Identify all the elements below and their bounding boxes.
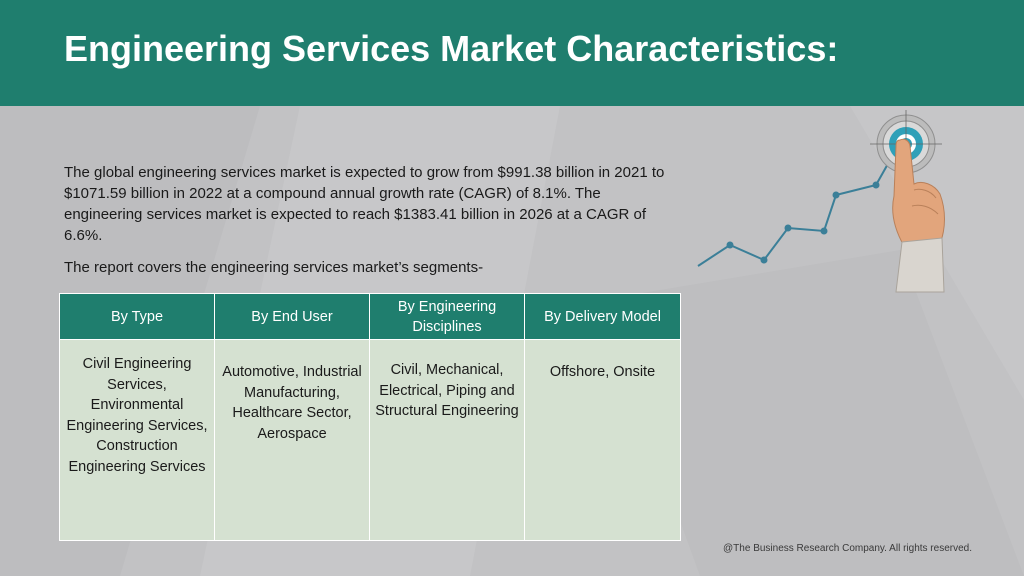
hand-icon: [892, 138, 945, 293]
header-by-type: By Type: [59, 293, 215, 340]
header-by-end-user: By End User: [214, 293, 370, 340]
copyright-footer: @The Business Research Company. All righ…: [723, 543, 972, 554]
cell-delivery-model: Offshore, Onsite: [524, 339, 681, 541]
segments-note: The report covers the engineering servic…: [64, 259, 484, 276]
intro-paragraph: The global engineering services market i…: [64, 164, 665, 244]
page-title: Engineering Services Market Characterist…: [64, 28, 839, 69]
header-by-engineering-disciplines: By Engineering Disciplines: [369, 293, 525, 340]
header-by-delivery-model: By Delivery Model: [524, 293, 681, 340]
segments-table: By Type By End User By Engineering Disci…: [59, 293, 681, 541]
table-row: Civil Engineering Services, Environmenta…: [59, 339, 681, 541]
header-bar: Engineering Services Market Characterist…: [0, 0, 1024, 106]
cell-type: Civil Engineering Services, Environmenta…: [59, 339, 215, 541]
growth-target-hand-icon: [697, 110, 945, 293]
table-header-row: By Type By End User By Engineering Disci…: [59, 293, 681, 340]
cell-end-user: Automotive, Industrial Manufacturing, He…: [214, 339, 370, 541]
cell-engineering-disciplines: Civil, Mechanical, Electrical, Piping an…: [369, 339, 525, 541]
